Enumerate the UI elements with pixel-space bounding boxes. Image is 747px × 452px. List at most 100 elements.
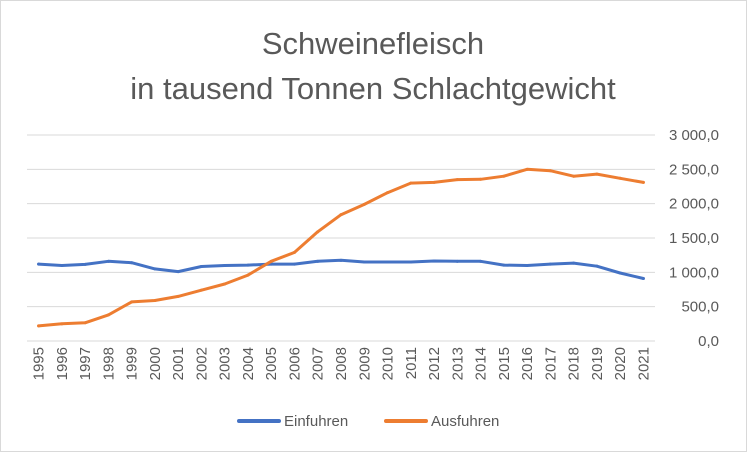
x-tick-label: 2013 (449, 347, 466, 380)
y-tick-label: 2 500,0 (669, 161, 719, 178)
data-point-ausfuhren (60, 322, 64, 326)
grid-layer (27, 134, 655, 342)
data-point-einfuhren (479, 259, 483, 263)
data-point-ausfuhren (199, 288, 203, 292)
x-tick-label: 2019 (589, 347, 606, 380)
x-tick-label: 2016 (519, 347, 536, 380)
x-tick-label: 1996 (54, 347, 71, 380)
data-point-einfuhren (176, 270, 180, 274)
x-tick-label: 2005 (263, 347, 280, 380)
y-tick-layer: 0,0 500,0 1 000,0 1 500,0 2 000,0 2 500,0 3 00… (669, 127, 719, 350)
x-tick-label: 2020 (612, 347, 629, 380)
data-point-einfuhren (223, 263, 227, 267)
data-point-einfuhren (316, 259, 320, 263)
x-tick-label: 1997 (77, 347, 94, 380)
data-point-ausfuhren (618, 176, 622, 180)
data-point-einfuhren (409, 260, 413, 264)
data-point-einfuhren (572, 261, 576, 265)
data-point-einfuhren (153, 267, 157, 271)
x-tick-label: 2010 (380, 347, 397, 380)
y-tick-label: 500,0 (681, 299, 719, 316)
data-point-ausfuhren (479, 177, 483, 181)
data-point-ausfuhren (386, 191, 390, 195)
data-point-ausfuhren (455, 178, 459, 182)
data-point-ausfuhren (246, 273, 250, 277)
x-tick-label: 2000 (147, 347, 164, 380)
data-point-ausfuhren (641, 180, 645, 184)
data-point-einfuhren (432, 259, 436, 263)
x-tick-label: 1998 (100, 347, 117, 380)
x-tick-label: 2021 (635, 347, 652, 380)
data-point-einfuhren (106, 259, 110, 263)
data-point-einfuhren (362, 260, 366, 264)
x-tick-label: 2007 (310, 347, 327, 380)
chart-title: Schweinefleisch (262, 26, 484, 61)
data-point-einfuhren (60, 263, 64, 267)
data-point-einfuhren (199, 264, 203, 268)
data-point-einfuhren (37, 262, 41, 266)
data-point-ausfuhren (106, 313, 110, 317)
data-point-ausfuhren (269, 259, 273, 263)
data-point-ausfuhren (176, 294, 180, 298)
data-point-ausfuhren (502, 174, 506, 178)
data-point-ausfuhren (432, 180, 436, 184)
data-point-einfuhren (292, 262, 296, 266)
data-point-ausfuhren (153, 298, 157, 302)
data-point-ausfuhren (525, 167, 529, 171)
x-tick-label: 2002 (193, 347, 210, 380)
x-tick-label: 2014 (473, 347, 490, 380)
data-point-einfuhren (595, 264, 599, 268)
data-point-einfuhren (83, 262, 87, 266)
y-tick-label: 2 000,0 (669, 196, 719, 213)
y-tick-label: 0,0 (698, 333, 719, 350)
data-point-ausfuhren (37, 324, 41, 328)
data-point-ausfuhren (316, 230, 320, 234)
data-point-einfuhren (339, 258, 343, 262)
x-tick-label: 2011 (403, 347, 420, 379)
x-tick-label: 2015 (496, 347, 513, 380)
x-tick-layer: 1995 1996 1997 1998 1999 2000 2001 2002 2003 2004… (31, 347, 653, 380)
data-point-ausfuhren (572, 174, 576, 178)
series-line-ausfuhren (37, 167, 645, 328)
data-point-ausfuhren (83, 321, 87, 325)
x-tick-label: 2009 (356, 347, 373, 380)
series-layer (37, 167, 645, 328)
chart-subtitle: in tausend Tonnen Schlachtgewicht (130, 71, 616, 106)
series-line-einfuhren (37, 258, 645, 280)
data-point-einfuhren (502, 263, 506, 267)
x-tick-label: 1995 (31, 347, 48, 380)
data-point-ausfuhren (339, 213, 343, 217)
x-tick-label: 2001 (170, 347, 187, 380)
data-point-einfuhren (130, 261, 134, 265)
data-point-einfuhren (548, 262, 552, 266)
x-tick-label: 2004 (240, 347, 257, 380)
legend: Einfuhren Ausfuhren (237, 413, 499, 430)
data-point-einfuhren (386, 260, 390, 264)
data-point-ausfuhren (292, 250, 296, 254)
x-tick-label: 2018 (566, 347, 583, 380)
x-tick-label: 2017 (542, 347, 559, 380)
data-point-ausfuhren (223, 282, 227, 286)
legend-label-einfuhren: Einfuhren (284, 413, 348, 430)
data-point-ausfuhren (595, 172, 599, 176)
data-point-einfuhren (641, 277, 645, 281)
data-point-ausfuhren (548, 169, 552, 173)
data-point-ausfuhren (130, 300, 134, 304)
x-tick-label: 1999 (124, 347, 141, 380)
y-tick-label: 1 500,0 (669, 230, 719, 247)
data-point-ausfuhren (409, 181, 413, 185)
x-tick-label: 2003 (217, 347, 234, 380)
data-point-ausfuhren (362, 202, 366, 206)
x-tick-label: 2006 (286, 347, 303, 380)
data-point-einfuhren (455, 259, 459, 263)
x-tick-label: 2012 (426, 347, 443, 380)
y-tick-label: 1 000,0 (669, 264, 719, 281)
legend-label-ausfuhren: Ausfuhren (431, 413, 499, 430)
data-point-einfuhren (618, 271, 622, 275)
data-point-einfuhren (246, 263, 250, 267)
data-point-einfuhren (525, 263, 529, 267)
x-tick-label: 2008 (333, 347, 350, 380)
y-tick-label: 3 000,0 (669, 127, 719, 144)
